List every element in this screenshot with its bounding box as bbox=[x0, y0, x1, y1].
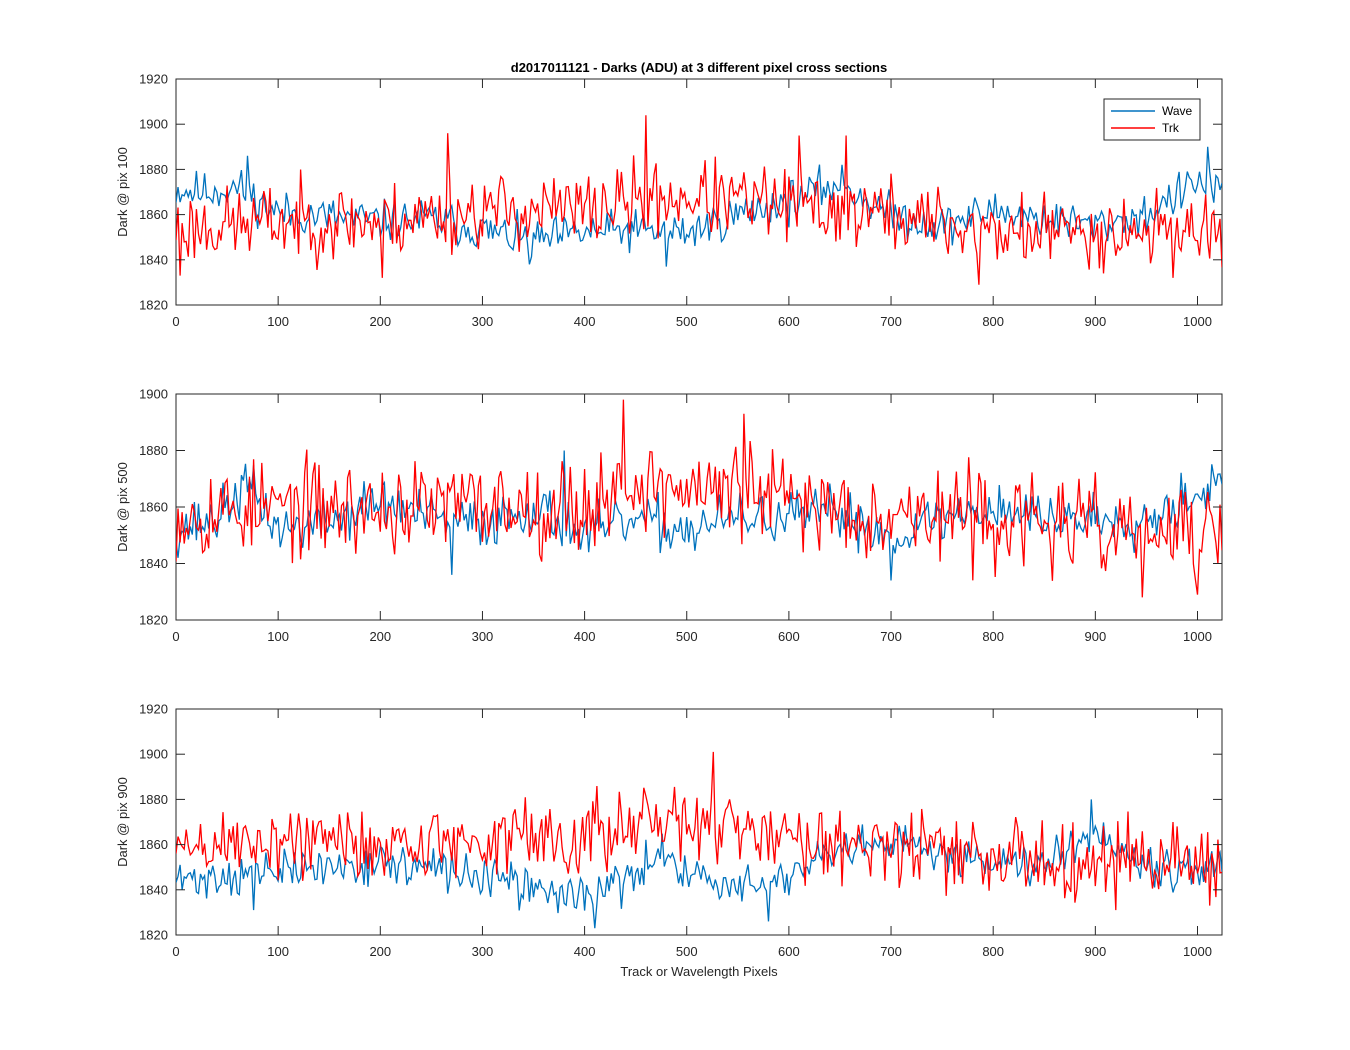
chart-panel-3: 0 100 200 300 400 500 600 700 800 900 1000 1820 1840… bbox=[115, 702, 1223, 979]
legend: Wave Trk bbox=[1103, 98, 1201, 141]
x-tick-label: 0 bbox=[172, 629, 179, 644]
y-tick-label: 1860 bbox=[139, 837, 168, 852]
y-tick-label: 1840 bbox=[139, 882, 168, 897]
x-tick-label: 800 bbox=[982, 314, 1004, 329]
x-tick-label: 600 bbox=[778, 629, 800, 644]
y-tick-label: 1860 bbox=[139, 500, 168, 515]
chart-panel-2: 0 100 200 300 400 500 600 700 800 900 1000 1820 1840… bbox=[115, 387, 1223, 644]
plot-area bbox=[175, 78, 1223, 306]
series-line-trk bbox=[176, 399, 1222, 598]
x-tick-label: 900 bbox=[1084, 944, 1106, 959]
x-tick-label: 900 bbox=[1084, 629, 1106, 644]
x-tick-label: 300 bbox=[472, 629, 494, 644]
y-tick-label: 1860 bbox=[139, 207, 168, 222]
x-tick-label: 100 bbox=[267, 629, 289, 644]
series-line-wave bbox=[176, 450, 1222, 581]
y-tick-label: 1820 bbox=[139, 928, 168, 943]
series-line-trk bbox=[176, 751, 1222, 911]
y-axis-label: Dark @ pix 500 bbox=[115, 462, 130, 552]
x-tick-label: 200 bbox=[369, 944, 391, 959]
y-tick-label: 1820 bbox=[139, 613, 168, 628]
y-tick-label: 1880 bbox=[139, 792, 168, 807]
y-tick-label: 1920 bbox=[139, 702, 168, 717]
chart-title: d2017011121 - Darks (ADU) at 3 different… bbox=[511, 60, 887, 75]
x-tick-label: 1000 bbox=[1183, 944, 1212, 959]
x-tick-label: 300 bbox=[472, 944, 494, 959]
y-tick-label: 1920 bbox=[139, 72, 168, 87]
x-tick-label: 100 bbox=[267, 944, 289, 959]
x-tick-label: 500 bbox=[676, 629, 698, 644]
x-tick-label: 100 bbox=[267, 314, 289, 329]
x-tick-label: 800 bbox=[982, 629, 1004, 644]
y-tick-label: 1900 bbox=[139, 117, 168, 132]
legend-label-wave: Wave bbox=[1162, 104, 1193, 118]
x-tick-label: 600 bbox=[778, 314, 800, 329]
x-tick-label: 700 bbox=[880, 944, 902, 959]
x-tick-label: 1000 bbox=[1183, 314, 1212, 329]
x-tick-label: 1000 bbox=[1183, 629, 1212, 644]
y-tick-label: 1900 bbox=[139, 387, 168, 402]
chart-panel-1: 0 100 200 300 400 500 600 700 800 900 1000 1820 1840… bbox=[115, 60, 1223, 329]
plot-area bbox=[175, 393, 1223, 621]
x-tick-label: 200 bbox=[369, 314, 391, 329]
x-tick-label: 800 bbox=[982, 944, 1004, 959]
y-tick-label: 1880 bbox=[139, 162, 168, 177]
y-tick-label: 1840 bbox=[139, 556, 168, 571]
y-tick-label: 1820 bbox=[139, 298, 168, 313]
x-tick-label: 0 bbox=[172, 314, 179, 329]
x-tick-label: 500 bbox=[676, 944, 698, 959]
x-tick-label: 500 bbox=[676, 314, 698, 329]
legend-label-trk: Trk bbox=[1162, 121, 1180, 135]
x-tick-label: 600 bbox=[778, 944, 800, 959]
y-tick-label: 1880 bbox=[139, 443, 168, 458]
x-axis-label: Track or Wavelength Pixels bbox=[620, 964, 778, 979]
charts: 0 100 200 300 400 500 600 700 800 900 100018201840… bbox=[115, 60, 1223, 979]
x-tick-label: 700 bbox=[880, 629, 902, 644]
x-tick-label: 700 bbox=[880, 314, 902, 329]
x-tick-label: 0 bbox=[172, 944, 179, 959]
y-axis-label: Dark @ pix 100 bbox=[115, 147, 130, 237]
x-tick-label: 400 bbox=[574, 629, 596, 644]
x-tick-label: 200 bbox=[369, 629, 391, 644]
x-tick-label: 400 bbox=[574, 314, 596, 329]
x-tick-label: 900 bbox=[1084, 314, 1106, 329]
x-tick-label: 400 bbox=[574, 944, 596, 959]
series-line-trk bbox=[176, 115, 1222, 285]
x-tick-label: 300 bbox=[472, 314, 494, 329]
y-tick-label: 1840 bbox=[139, 252, 168, 267]
y-axis-label: Dark @ pix 900 bbox=[115, 777, 130, 867]
legend-box bbox=[1103, 98, 1201, 141]
plot-area bbox=[175, 708, 1223, 936]
y-tick-label: 1900 bbox=[139, 747, 168, 762]
